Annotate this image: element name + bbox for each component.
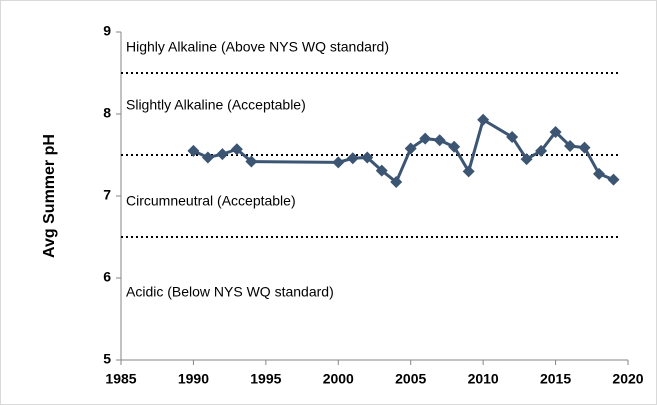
x-tick-label: 2005 bbox=[395, 371, 426, 387]
x-tick-label: 1990 bbox=[178, 371, 209, 387]
annotation: Slightly Alkaline (Acceptable) bbox=[126, 97, 306, 113]
data-point bbox=[564, 139, 577, 152]
y-tick-label: 6 bbox=[103, 269, 111, 285]
data-point bbox=[390, 176, 403, 189]
data-point bbox=[201, 151, 214, 164]
annotation: Highly Alkaline (Above NYS WQ standard) bbox=[126, 39, 389, 55]
x-tick-label: 2010 bbox=[468, 371, 499, 387]
y-tick-label: 8 bbox=[103, 105, 111, 121]
data-point bbox=[462, 165, 475, 178]
x-tick-label: 2020 bbox=[612, 371, 643, 387]
data-point bbox=[535, 144, 548, 157]
x-tick-label: 1995 bbox=[250, 371, 281, 387]
data-point bbox=[419, 132, 432, 145]
data-point bbox=[346, 152, 359, 165]
data-point bbox=[245, 155, 258, 168]
y-tick-label: 7 bbox=[103, 187, 111, 203]
data-point bbox=[230, 143, 243, 156]
annotation: Circumneutral (Acceptable) bbox=[126, 193, 296, 209]
data-point bbox=[506, 130, 519, 143]
data-point bbox=[332, 156, 345, 169]
y-tick-label: 5 bbox=[103, 351, 111, 367]
data-point bbox=[578, 141, 591, 154]
data-point bbox=[361, 151, 374, 164]
data-point bbox=[520, 153, 533, 166]
data-point bbox=[477, 113, 490, 126]
data-point bbox=[448, 140, 461, 153]
x-tick-label: 1985 bbox=[105, 371, 136, 387]
data-point bbox=[404, 142, 417, 155]
data-point bbox=[216, 148, 229, 161]
data-point bbox=[375, 164, 388, 177]
annotation: Acidic (Below NYS WQ standard) bbox=[126, 284, 334, 300]
data-point bbox=[187, 144, 200, 157]
y-tick-label: 9 bbox=[103, 23, 111, 39]
x-tick-label: 2000 bbox=[323, 371, 354, 387]
data-point bbox=[593, 167, 606, 180]
x-tick-label: 2015 bbox=[540, 371, 571, 387]
data-point bbox=[433, 134, 446, 147]
data-point bbox=[549, 126, 562, 139]
data-point bbox=[607, 173, 620, 186]
y-axis-label: Avg Summer pH bbox=[41, 134, 58, 258]
